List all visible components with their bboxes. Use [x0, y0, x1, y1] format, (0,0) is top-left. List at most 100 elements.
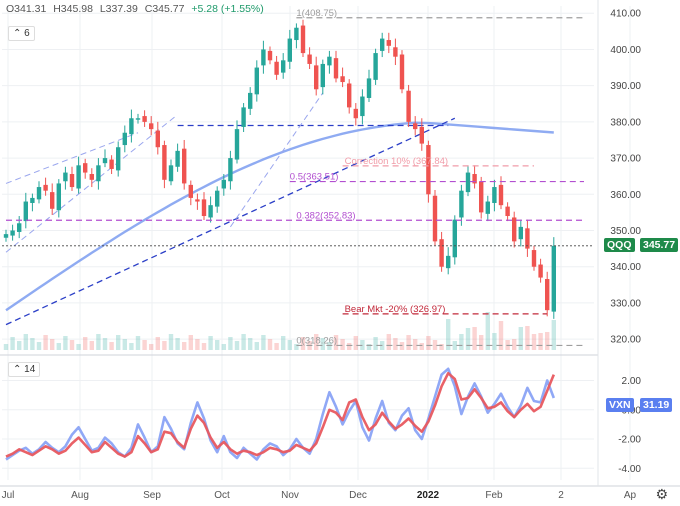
volume-bar [518, 327, 523, 350]
candle-body [380, 38, 385, 51]
collapse-icon: ⌃ [13, 364, 22, 375]
x-tick-label: 2022 [417, 490, 440, 501]
candle-body [155, 130, 160, 148]
x-tick-label: Feb [485, 490, 503, 501]
candle-body [505, 206, 510, 217]
ohlc-open: O341.31 [6, 3, 47, 15]
candle-body [386, 40, 391, 46]
candle-body [459, 190, 464, 218]
volume-bar [36, 342, 42, 350]
candle-body [76, 165, 81, 189]
candle-body [116, 147, 121, 171]
candle-body [347, 83, 352, 108]
volume-bar [426, 336, 431, 350]
candle-body [129, 118, 134, 135]
candle-body [162, 145, 167, 180]
candle-body [135, 118, 141, 120]
ohlc-change: +5.28 (+1.55%) [191, 3, 264, 15]
volume-bar [234, 341, 240, 350]
price-level-label: 0.5(363.51) [290, 172, 339, 183]
candle-body [69, 174, 75, 188]
volume-bar [531, 334, 537, 350]
candle-body [498, 184, 504, 206]
volume-bar [459, 334, 464, 350]
candle-body [261, 49, 266, 66]
volume-bar [56, 343, 61, 350]
y-tick-label: 330.00 [610, 298, 641, 309]
volume-bar [89, 341, 94, 350]
volume-bar [525, 326, 530, 350]
volume-bar [142, 340, 147, 350]
candle-body [254, 67, 259, 95]
grid [2, 6, 631, 480]
vxn-symbol-label: VXN [606, 398, 634, 412]
candle-body [512, 217, 517, 242]
candle-body [287, 38, 292, 62]
volume-bar [261, 335, 266, 350]
candle-body [50, 192, 55, 209]
candle-body [485, 201, 490, 214]
volume-bar [432, 340, 438, 350]
candle-body [56, 183, 61, 211]
ohlc-low: L337.39 [99, 3, 138, 15]
y-tick-label: 370.00 [610, 154, 641, 165]
candle-body [465, 172, 471, 193]
candle-body [373, 53, 378, 80]
volume-bar [50, 339, 55, 350]
ohlc-readout: O341.31 H345.98 L337.39 C345.77 +5.28 (+… [6, 3, 264, 15]
volume-bar [498, 321, 504, 350]
volume-bar [116, 335, 121, 350]
candle-body [314, 65, 319, 90]
candle-body [525, 228, 530, 249]
y-tick-label: 360.00 [610, 190, 641, 201]
volume-bar [373, 337, 378, 350]
volume-bar [353, 336, 358, 350]
candle-body [538, 264, 543, 278]
candle-body [439, 239, 444, 267]
price-level-label: 0.382(352.83) [296, 210, 355, 221]
candle-body [83, 163, 88, 173]
volume-bar [551, 320, 556, 350]
candle-body [188, 184, 193, 198]
candle-body [340, 76, 345, 83]
x-tick-label: Aug [71, 490, 89, 501]
x-tick-label: 2 [558, 490, 564, 501]
level-lines: 1(408.75) Correction 10% (367.84) 0.5(363.… [2, 8, 594, 346]
candle-body [102, 158, 108, 164]
candle-body [228, 158, 233, 182]
candle-body [307, 54, 312, 64]
vxn-panel-tag[interactable]: ⌃ 14 [8, 362, 41, 377]
candle-body [234, 129, 240, 160]
candle-body [142, 116, 147, 122]
y-tick-label: 400.00 [610, 45, 641, 56]
vxn-value-label: 31.19 [640, 398, 673, 412]
collapse-icon: ⌃ [13, 28, 22, 39]
volume-bar [512, 339, 517, 350]
volume-bar [254, 342, 259, 350]
y-tick-label: 380.00 [610, 117, 641, 128]
candle-body [518, 226, 523, 240]
settings-icon[interactable]: ⚙ [655, 486, 668, 502]
vxn-series-line [5, 367, 556, 461]
volume-bar [135, 336, 141, 350]
price-level-label: 1(408.75) [296, 8, 337, 19]
candle-body [406, 90, 411, 122]
x-tick-label: Dec [349, 490, 367, 501]
volume-bar [43, 335, 48, 350]
volume-bar [340, 339, 345, 350]
volume-bar [479, 335, 484, 350]
volume-bar [122, 339, 127, 350]
candle-body [294, 27, 299, 41]
candle-body [36, 187, 42, 200]
candle-body [208, 205, 213, 218]
candle-body [248, 92, 253, 109]
candle-series [3, 19, 556, 319]
y-tick-label: 320.00 [610, 335, 641, 346]
price-level-label: Bear Mkt -20% (326.97) [345, 304, 446, 315]
volume-bar [439, 344, 444, 350]
candle-body [393, 47, 398, 57]
volume-bar [386, 334, 391, 350]
main-panel-tag[interactable]: ⌃ 6 [8, 26, 35, 41]
candle-body [17, 223, 22, 232]
